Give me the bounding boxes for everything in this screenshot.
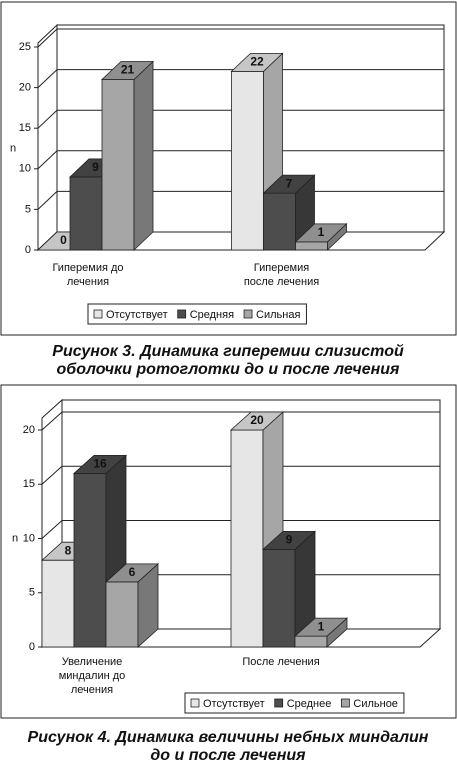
bar-top — [262, 174, 316, 194]
y-axis-label: n — [10, 142, 16, 154]
legend-label: Среднее — [287, 698, 332, 710]
value-label: 6 — [129, 565, 136, 579]
bar-front — [262, 548, 296, 648]
chart-frame — [0, 384, 457, 719]
y-tick-label: 5 — [29, 587, 35, 599]
y-axis-label: n — [12, 532, 18, 544]
value-label: 0 — [60, 233, 67, 247]
y-tick-label: 20 — [23, 424, 35, 436]
bar-top — [230, 52, 284, 72]
legend-swatch — [93, 309, 103, 319]
grid-line-side — [37, 150, 58, 170]
value-label: 9 — [286, 533, 293, 547]
bar-front — [294, 635, 328, 648]
x-tick-label: Гиперемия после лечения — [244, 262, 319, 288]
y-tick-label: 0 — [25, 244, 31, 256]
grid-line-side — [41, 465, 63, 485]
bar-top — [100, 61, 155, 80]
bar-top — [104, 563, 160, 583]
value-label: 1 — [318, 225, 325, 239]
legend-label: Сильное — [353, 698, 398, 710]
bar-front — [231, 70, 264, 251]
y-tick-label: 10 — [23, 532, 35, 544]
bar-top — [72, 454, 128, 474]
y-tick-label: 0 — [29, 641, 35, 653]
figure-caption: Рисунок 4. Динамика величины небных минд… — [28, 729, 429, 764]
x-tick-label: После лечения — [242, 656, 319, 668]
bar-front — [105, 581, 139, 648]
x-tick-label: Увеличение миндалин до лечения — [59, 656, 126, 696]
legend-box — [87, 303, 307, 325]
y-tick-label: 10 — [19, 163, 31, 175]
legend-swatch — [177, 309, 187, 319]
value-label: 7 — [286, 176, 293, 190]
legend: Отсутствует Среднее Сильное — [190, 698, 398, 710]
value-label: 9 — [92, 160, 99, 174]
y-tick-label: 15 — [19, 122, 31, 134]
grid-line-side — [37, 191, 58, 210]
value-label: 8 — [65, 543, 72, 557]
legend-swatch — [243, 309, 253, 319]
bar-front — [263, 192, 296, 251]
bar-front — [73, 472, 107, 648]
bar-front — [295, 241, 328, 251]
bar-top — [293, 617, 349, 637]
y-tick-label: 5 — [25, 203, 31, 215]
figure-caption: Рисунок 3. Динамика гиперемии слизистой о… — [52, 343, 404, 378]
value-label: 21 — [121, 63, 135, 77]
bar-front — [230, 429, 264, 648]
legend-label: Отсутствует — [106, 309, 168, 321]
bar-top — [229, 411, 285, 431]
grid-line-side — [37, 28, 58, 48]
grid-line-side — [41, 411, 63, 431]
value-label: 1 — [318, 619, 325, 633]
legend: Отсутствует Средняя Сильная — [93, 309, 300, 321]
legend-box — [184, 692, 405, 714]
legend-swatch — [340, 698, 350, 708]
bar-side — [133, 60, 154, 251]
legend-label: Сильная — [256, 309, 300, 321]
y-tick-label: 20 — [19, 82, 31, 94]
chart-frame — [0, 1, 457, 336]
y-tick-label: 15 — [23, 478, 35, 490]
bar-front — [69, 176, 103, 251]
value-label: 16 — [93, 457, 107, 471]
y-tick-label: 25 — [19, 41, 31, 53]
grid-line-side — [37, 69, 58, 88]
bar-top — [261, 530, 317, 550]
value-label: 20 — [250, 413, 264, 427]
grid-line-side — [37, 109, 58, 129]
bar-front — [41, 559, 75, 648]
legend-label: Средняя — [190, 309, 234, 321]
side-wall — [37, 23, 58, 252]
x-tick-label: Гиперемия до лечения — [52, 262, 123, 288]
legend-swatch — [190, 698, 200, 708]
grid-line-side — [41, 520, 63, 539]
bar-front — [101, 79, 135, 251]
legend-swatch — [274, 698, 284, 708]
value-label: 22 — [250, 55, 264, 69]
bar-top — [294, 223, 348, 243]
legend-label: Отсутствует — [203, 698, 265, 710]
